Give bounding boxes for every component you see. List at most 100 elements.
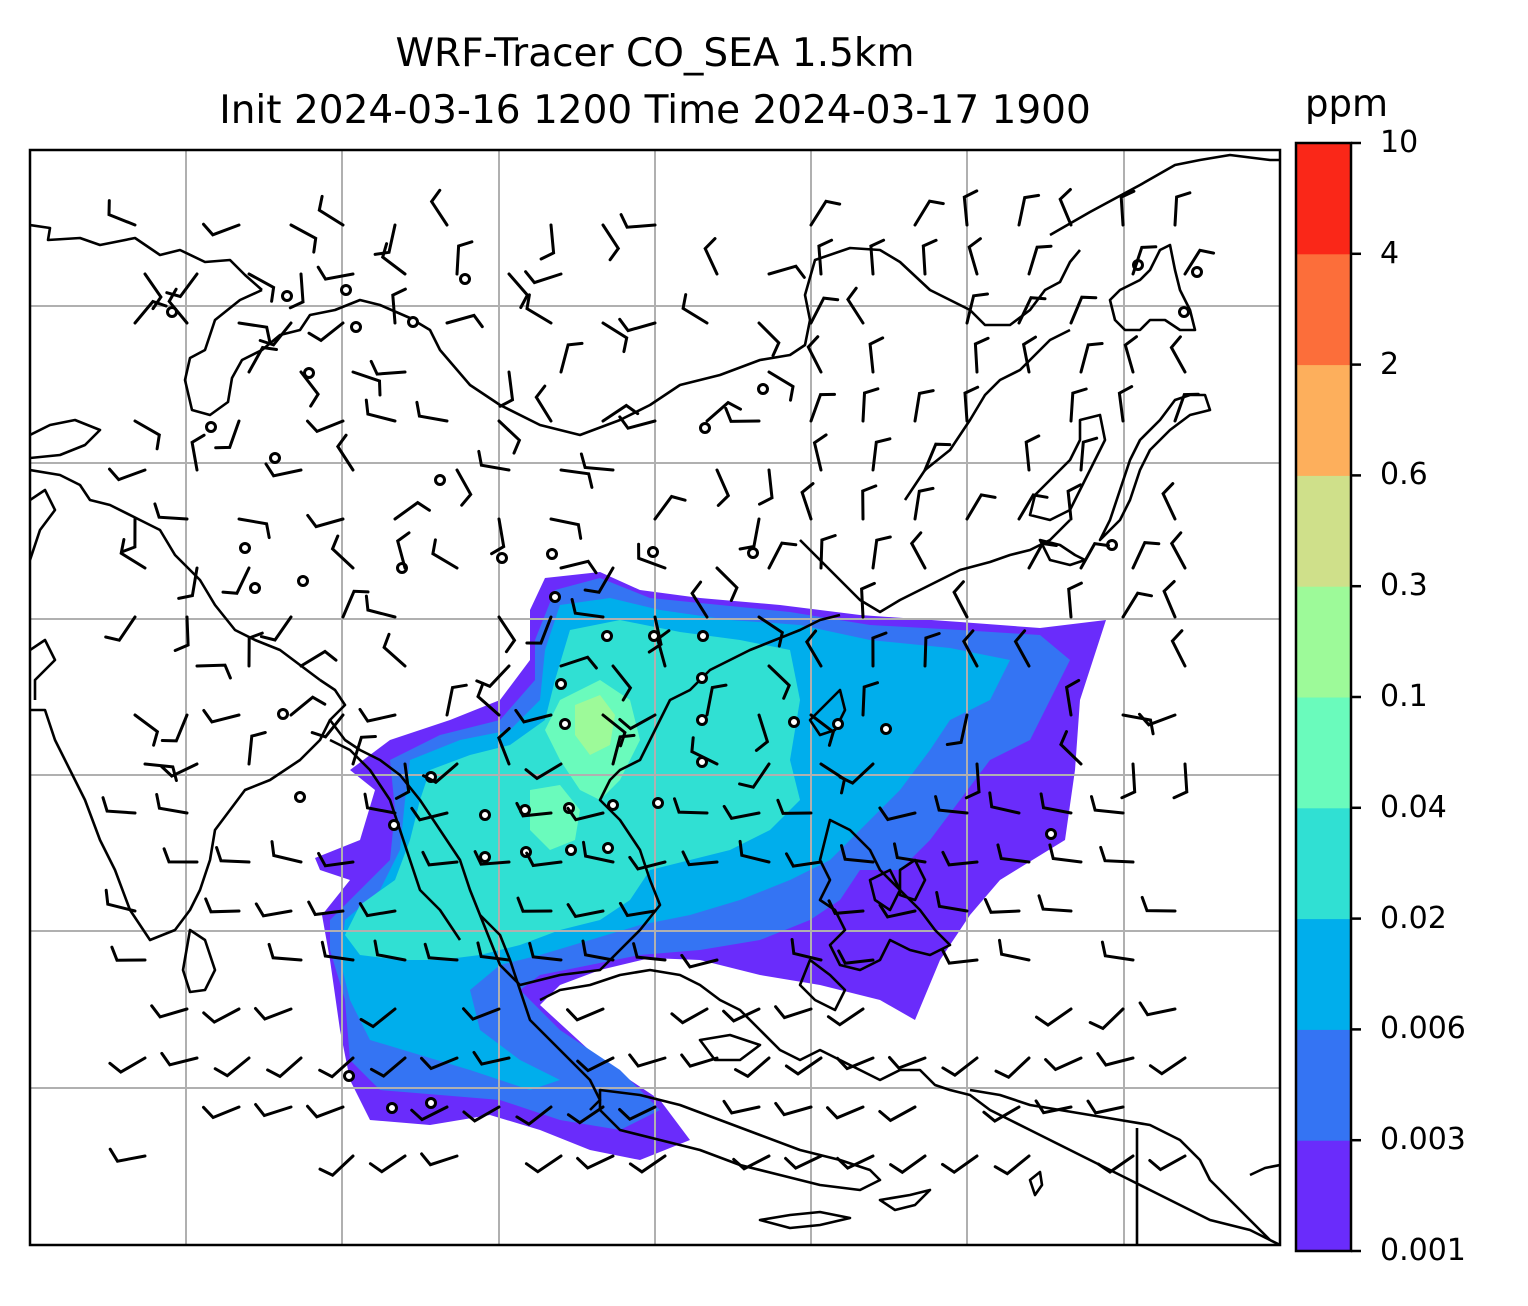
- wind-barb: [335, 433, 355, 472]
- wind-barb: [871, 535, 892, 570]
- wind-barb: [473, 850, 511, 866]
- wind-barb: [373, 939, 407, 962]
- wind-barb: [785, 852, 823, 868]
- wind-barb: [318, 1154, 355, 1178]
- wind-barb: [1097, 1154, 1135, 1174]
- colorbar-tick-label: 0.04: [1380, 789, 1447, 825]
- wind-barb: [681, 850, 719, 867]
- wind-barb: [705, 400, 742, 423]
- wind-barb: [549, 517, 583, 540]
- wind-barb: [963, 385, 980, 423]
- wind-barb: [868, 336, 885, 374]
- wind-barb: [173, 615, 190, 652]
- wind-barb: [120, 517, 137, 554]
- wind-barb: [1170, 629, 1187, 668]
- wind-barb: [804, 629, 823, 668]
- wind-barb: [177, 566, 199, 600]
- wind-barb: [247, 731, 267, 766]
- wind-barb: [1138, 1001, 1177, 1017]
- wind-barb: [738, 762, 771, 789]
- wind-barb: [380, 242, 407, 276]
- wind-barb: [655, 629, 671, 668]
- wind-barb: [160, 762, 199, 778]
- wind-barb: [307, 900, 345, 917]
- wind-barb: [861, 484, 878, 521]
- wind-barb: [213, 1056, 251, 1078]
- plume-level-0.1: [575, 695, 615, 755]
- wind-barb: [299, 370, 320, 408]
- wind-barb: [826, 1007, 865, 1027]
- wind-barb: [871, 631, 888, 668]
- wind-barb: [860, 581, 876, 619]
- wind-barb: [734, 1056, 771, 1079]
- wind-barb: [909, 531, 927, 570]
- wind-barb: [247, 631, 264, 668]
- wind-barb: [153, 502, 189, 521]
- wind-barb: [101, 796, 137, 815]
- wind-barb: [1059, 730, 1083, 766]
- wind-barb: [967, 237, 982, 276]
- wind-barb: [934, 795, 969, 815]
- wind-barb: [1035, 1007, 1073, 1027]
- wind-barb: [1027, 541, 1058, 570]
- wind-barb: [477, 449, 511, 472]
- wind-barb: [680, 1053, 719, 1068]
- wind-barb: [618, 901, 657, 918]
- wind-barb: [767, 541, 798, 570]
- colorbar-tick-label: 0.003: [1380, 1122, 1466, 1158]
- colorbar-tick-label: 4: [1380, 235, 1400, 271]
- wind-barb: [871, 437, 892, 472]
- wind-barb: [1069, 295, 1098, 325]
- wind-barb: [673, 797, 709, 815]
- wind-barb: [619, 213, 657, 229]
- wind-barb: [952, 580, 969, 619]
- wind-barb: [1138, 712, 1177, 727]
- wind-barb: [878, 903, 917, 919]
- wind-barb: [202, 1007, 241, 1024]
- wind-barb: [1048, 843, 1083, 864]
- map-frame: [28, 148, 1282, 1247]
- wind-barb: [423, 942, 459, 962]
- wind-barb: [722, 804, 761, 820]
- wind-barb: [837, 949, 875, 965]
- wind-barb: [559, 559, 598, 575]
- wind-barb: [581, 939, 615, 962]
- colorbar-band: [1296, 364, 1351, 476]
- wind-barb: [738, 839, 771, 864]
- wind-barb: [289, 223, 318, 254]
- wind-barb: [202, 222, 241, 237]
- wind-barb: [722, 1007, 761, 1023]
- wind-barb: [601, 713, 627, 748]
- wind-barb: [525, 615, 553, 645]
- wind-barb: [524, 762, 563, 781]
- colorbar-band: [1296, 918, 1351, 1030]
- wind-barb: [1131, 541, 1161, 570]
- wind-barb: [715, 468, 731, 507]
- wind-barb: [420, 1152, 459, 1167]
- wind-barb: [618, 415, 657, 430]
- wind-barb: [528, 941, 563, 962]
- wind-barb: [160, 713, 189, 743]
- wind-barb: [445, 683, 468, 717]
- wind-barb: [143, 272, 163, 311]
- wind-barb: [307, 321, 345, 343]
- wind-barb: [941, 850, 979, 867]
- wind-barb: [715, 566, 739, 602]
- wind-barb: [738, 517, 761, 551]
- wind-barb: [1172, 762, 1189, 800]
- wind-barb: [618, 713, 657, 731]
- wind-barb: [1120, 762, 1137, 800]
- wind-barb: [330, 534, 355, 570]
- wind-barb: [559, 468, 594, 489]
- wind-barb: [1183, 248, 1216, 276]
- wind-barb: [497, 615, 517, 654]
- wind-barb: [921, 238, 938, 276]
- wind-barb: [421, 850, 459, 867]
- wind-barb: [317, 194, 345, 227]
- wind-barb: [1079, 342, 1104, 374]
- wind-barb: [306, 513, 345, 529]
- wind-barb: [670, 1007, 709, 1025]
- colorbar-band: [1296, 1140, 1351, 1252]
- colorbar-band: [1296, 807, 1351, 920]
